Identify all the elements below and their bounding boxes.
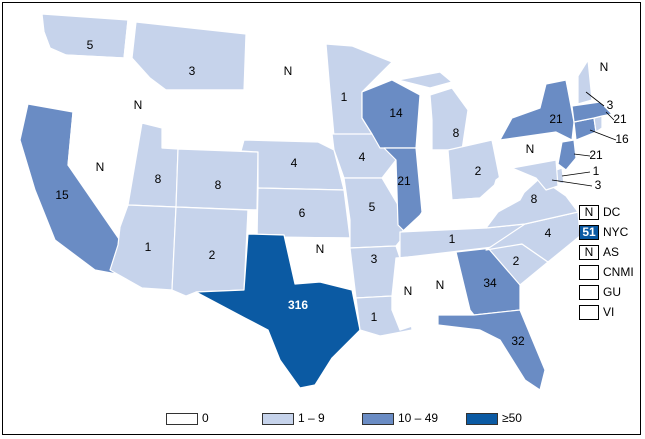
state-label-il: 21 bbox=[397, 174, 411, 188]
state-md bbox=[511, 159, 559, 191]
territory-name-cnmi: CNMI bbox=[603, 265, 634, 279]
state-label-mo: 5 bbox=[369, 200, 376, 214]
state-label-al: N bbox=[436, 278, 445, 292]
legend-label-0: 0 bbox=[202, 411, 209, 425]
territory-box-cnmi bbox=[579, 265, 599, 280]
state-label-ar: 3 bbox=[371, 252, 378, 266]
leader-line-md bbox=[551, 179, 593, 187]
state-label-fl: 32 bbox=[511, 334, 525, 348]
state-label-nj: 21 bbox=[589, 148, 603, 162]
state-label-nh: 3 bbox=[607, 98, 614, 112]
state-label-nm: 2 bbox=[209, 248, 216, 262]
leader-line-nh bbox=[585, 91, 605, 107]
state-label-ks: 6 bbox=[299, 206, 306, 220]
leader-line-ma bbox=[605, 111, 615, 121]
legend-swatch-0 bbox=[166, 413, 198, 425]
leader-line-nj bbox=[573, 153, 591, 157]
state-label-mi: 8 bbox=[453, 126, 460, 140]
territory-box-nyc: 51 bbox=[579, 225, 599, 240]
territory-box-as: N bbox=[579, 245, 599, 260]
state-me bbox=[587, 29, 623, 99]
state-al bbox=[421, 251, 471, 323]
state-label-de: 1 bbox=[593, 164, 600, 178]
state-label-ga: 34 bbox=[483, 276, 497, 290]
state-label-ms: N bbox=[404, 284, 413, 298]
state-label-nv: N bbox=[96, 160, 105, 174]
territory-name-gu: GU bbox=[603, 285, 621, 299]
state-label-ca: 15 bbox=[55, 188, 69, 202]
state-ma bbox=[571, 101, 613, 123]
state-nh bbox=[577, 59, 593, 105]
territory-name-dc: DC bbox=[603, 205, 621, 219]
state-label-ne: 4 bbox=[291, 156, 298, 170]
state-fl bbox=[437, 309, 546, 391]
state-label-tn: 1 bbox=[449, 232, 456, 246]
state-hi bbox=[146, 335, 187, 365]
state-in bbox=[419, 149, 451, 209]
state-label-ny: 21 bbox=[549, 112, 563, 126]
state-pr bbox=[583, 373, 611, 387]
state-label-ia: 4 bbox=[359, 150, 366, 164]
state-label-md: 3 bbox=[595, 178, 602, 192]
state-label-co: 8 bbox=[215, 178, 222, 192]
state-nj bbox=[557, 139, 577, 171]
territory-box-dc: N bbox=[579, 205, 599, 220]
state-ak bbox=[19, 281, 121, 386]
territory-name-vi: VI bbox=[603, 305, 615, 319]
state-label-tx: 316 bbox=[288, 298, 308, 312]
legend-label-2: 10 – 49 bbox=[398, 411, 439, 425]
state-label-pa: N bbox=[526, 142, 535, 156]
state-label-me: N bbox=[600, 60, 609, 74]
state-ny bbox=[499, 79, 575, 141]
legend-swatch-3 bbox=[466, 413, 498, 425]
state-label-nd: N bbox=[284, 64, 293, 78]
state-label-ut: 8 bbox=[155, 172, 162, 186]
state-label-la: 1 bbox=[371, 310, 378, 324]
state-wy bbox=[161, 89, 245, 152]
state-label-wa: 5 bbox=[87, 38, 94, 52]
state-label-ct: 16 bbox=[615, 132, 629, 146]
legend-label-1: 1 – 9 bbox=[298, 411, 325, 425]
territory-box-gu bbox=[579, 285, 599, 300]
state-label-oh: 2 bbox=[475, 164, 482, 178]
state-label-nc: 4 bbox=[545, 226, 552, 240]
state-label-ok: N bbox=[316, 242, 325, 256]
state-label-az: 1 bbox=[145, 240, 152, 254]
state-label-wi: 14 bbox=[389, 106, 403, 120]
state-sd bbox=[243, 89, 333, 146]
leader-line-ct bbox=[589, 129, 617, 141]
legend-swatch-2 bbox=[362, 413, 394, 425]
territory-name-nyc: NYC bbox=[603, 225, 629, 239]
state-or bbox=[27, 31, 125, 119]
state-label-mt: 3 bbox=[189, 64, 196, 78]
state-oh bbox=[447, 139, 501, 201]
state-label-mn: 1 bbox=[341, 90, 348, 104]
leader-line-de bbox=[561, 171, 591, 177]
legend-swatch-1 bbox=[262, 413, 294, 425]
legend-label-3: ≥50 bbox=[502, 411, 522, 425]
state-label-sc: 2 bbox=[513, 254, 520, 268]
territory-box-vi bbox=[579, 305, 599, 320]
state-label-va: 8 bbox=[531, 192, 538, 206]
state-label-ma: 21 bbox=[613, 112, 627, 126]
state-ri bbox=[593, 115, 603, 133]
state-tx bbox=[195, 233, 361, 389]
state-label-id: N bbox=[134, 98, 143, 112]
territory-name-as: AS bbox=[603, 245, 620, 259]
